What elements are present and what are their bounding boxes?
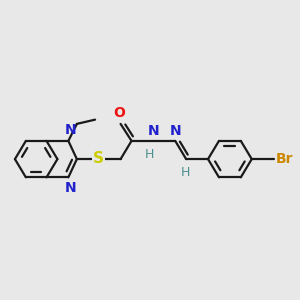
Text: N: N	[169, 124, 181, 138]
Text: N: N	[148, 124, 159, 138]
Text: O: O	[113, 106, 125, 120]
Text: Br: Br	[276, 152, 293, 166]
Text: N: N	[65, 123, 76, 137]
Text: S: S	[93, 151, 104, 166]
Text: H: H	[145, 148, 154, 161]
Text: N: N	[65, 181, 76, 195]
Text: H: H	[180, 167, 190, 179]
